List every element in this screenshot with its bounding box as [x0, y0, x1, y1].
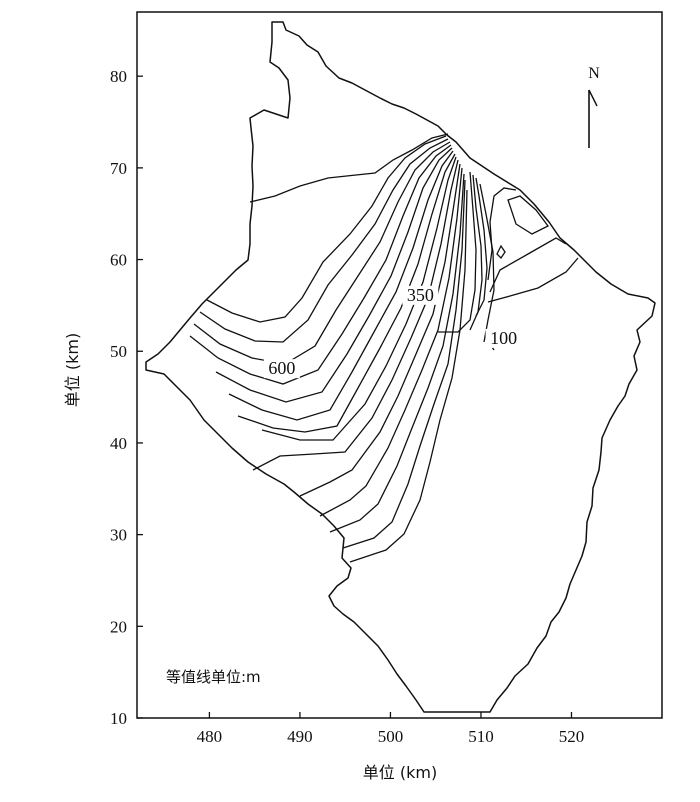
- contour-line: [261, 156, 457, 441]
- contour-line: [237, 153, 456, 433]
- contour-line: [329, 173, 465, 533]
- contour-line: [215, 147, 453, 403]
- contour-label-background: [485, 328, 522, 348]
- y-tick-label: 70: [110, 159, 127, 178]
- contour-line: [438, 171, 477, 333]
- x-tick-label: 490: [287, 727, 313, 746]
- x-tick-label: 520: [559, 727, 585, 746]
- contour-labels: 600 350 100: [263, 285, 522, 379]
- axis-ticks: [137, 75, 573, 719]
- contour-line: [319, 167, 463, 517]
- y-tick-label: 10: [110, 709, 127, 728]
- y-tick-label: 50: [110, 342, 127, 361]
- north-arrow-icon: [588, 89, 598, 148]
- y-tick-label: 40: [110, 434, 127, 453]
- contour-lines: [189, 133, 579, 563]
- y-tick-label: 20: [110, 617, 127, 636]
- y-tick-label: 80: [110, 67, 127, 86]
- y-axis-title: 单位 (km): [63, 333, 82, 407]
- y-tick-label: 60: [110, 251, 127, 270]
- north-label: N: [588, 65, 600, 82]
- contour-line: [479, 183, 495, 343]
- contour-line: [252, 159, 459, 471]
- contour-label: 100: [490, 328, 517, 348]
- contour-label: 350: [407, 285, 434, 305]
- contour-label-background: [263, 359, 300, 379]
- contour-label-background: [402, 285, 439, 305]
- y-tick-label: 30: [110, 526, 127, 545]
- contour-line: [342, 179, 466, 549]
- contour-line: [228, 150, 454, 421]
- contour-line: [189, 144, 452, 385]
- x-tick-label: 500: [378, 727, 404, 746]
- region-boundary: [145, 21, 656, 713]
- contour-line: [487, 187, 517, 281]
- y-axis-tick-labels: 10 20 30 40 50 60 70 80: [110, 67, 127, 728]
- contour-unit-note: 等值线单位:m: [166, 668, 261, 686]
- contour-line: [199, 138, 449, 343]
- contour-line: [496, 244, 506, 260]
- contour-line: [349, 189, 468, 563]
- x-tick-label: 480: [197, 727, 223, 746]
- contour-label: 600: [268, 358, 295, 378]
- x-axis-tick-labels: 480 490 500 510 520: [197, 727, 585, 746]
- contour-line: [193, 141, 451, 365]
- contour-line: [489, 237, 567, 293]
- contour-line: [299, 163, 461, 497]
- x-axis-title: 单位 (km): [363, 763, 437, 782]
- contour-line: [206, 135, 447, 323]
- contour-line: [249, 133, 449, 203]
- contour-line: [507, 195, 549, 235]
- x-tick-label: 510: [468, 727, 494, 746]
- contour-line: [475, 177, 488, 317]
- plot-frame: [136, 11, 663, 719]
- contour-line: [487, 257, 579, 303]
